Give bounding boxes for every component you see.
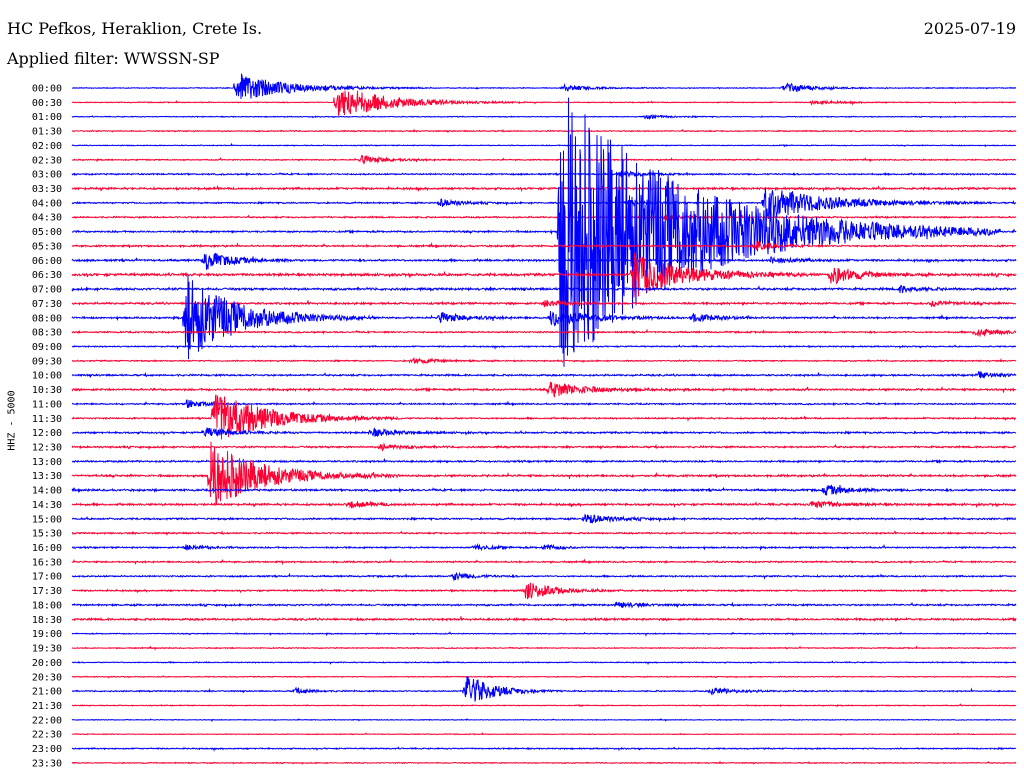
row-time-label: 01:00 [32,112,62,123]
trace-row-12:30 [71,442,1017,452]
row-time-label: 05:30 [32,241,62,252]
trace-row-09:00 [71,344,1017,350]
row-time-label: 13:00 [32,457,62,468]
row-time-label: 06:00 [32,256,62,267]
row-time-label: 14:00 [32,486,62,497]
trace-row-00:30 [71,90,1017,117]
row-time-label: 09:00 [32,342,62,353]
trace-row-23:30 [71,760,1017,765]
trace-row-17:30 [71,582,1017,600]
trace-row-01:00 [71,114,1017,121]
row-time-label: 19:30 [32,644,62,655]
trace-row-06:30 [71,252,1017,298]
trace-row-21:00 [71,676,1017,702]
row-time-label: 01:30 [32,127,62,138]
row-time-label: 06:30 [32,270,62,281]
trace-row-22:30 [71,732,1017,737]
trace-row-19:00 [71,631,1017,637]
trace-row-02:00 [71,142,1017,148]
row-time-label: 21:00 [32,687,62,698]
trace-row-23:00 [71,746,1017,752]
row-time-label: 13:30 [32,471,62,482]
row-time-label: 04:30 [32,213,62,224]
row-time-label: 18:30 [32,615,62,626]
row-time-label: 16:30 [32,557,62,568]
trace-row-04:30 [71,214,1017,222]
trace-row-03:00 [71,170,1017,178]
row-time-label: 11:30 [32,414,62,425]
trace-row-12:00 [71,427,1017,438]
trace-row-14:30 [71,500,1017,509]
trace-row-09:30 [71,357,1017,365]
trace-row-06:00 [71,252,1017,270]
trace-row-13:00 [71,458,1017,464]
row-time-label: 15:30 [32,529,62,540]
trace-row-07:30 [71,299,1017,308]
trace-row-10:30 [71,381,1017,398]
row-time-label: 20:00 [32,658,62,669]
trace-row-07:00 [71,284,1017,294]
row-time-label: 22:30 [32,730,62,741]
row-time-label: 03:00 [32,170,62,181]
row-time-label: 16:00 [32,543,62,554]
record-date: 2025-07-19 [923,19,1016,38]
trace-row-02:30 [71,154,1017,165]
row-time-label: 10:30 [32,385,62,396]
row-time-label: 17:00 [32,572,62,583]
trace-row-08:30 [71,328,1017,338]
row-time-label: 07:00 [32,285,62,296]
row-time-label: 04:00 [32,198,62,209]
trace-row-16:30 [71,558,1017,566]
filter-label: Applied filter: WWSSN-SP [7,49,220,68]
row-time-label: 10:00 [32,371,62,382]
row-time-label: 23:30 [32,758,62,769]
trace-row-15:30 [71,530,1017,536]
trace-row-21:30 [71,703,1017,708]
row-time-label: 21:30 [32,701,62,712]
trace-row-05:30 [71,241,1017,250]
trace-row-17:00 [71,571,1017,582]
trace-row-18:30 [71,616,1017,623]
row-time-label: 00:00 [32,84,62,95]
row-time-label: 00:30 [32,98,62,109]
row-time-label: 22:00 [32,715,62,726]
row-time-label: 12:00 [32,428,62,439]
trace-row-00:00 [71,72,1017,100]
row-time-label: 15:00 [32,514,62,525]
row-time-label: 08:30 [32,328,62,339]
trace-row-10:00 [71,370,1017,379]
trace-row-04:00 [71,187,1017,222]
row-time-label: 17:30 [32,586,62,597]
row-time-label: 23:00 [32,744,62,755]
trace-row-20:30 [71,675,1017,679]
trace-row-03:30 [71,184,1017,193]
row-time-label: 05:00 [32,227,62,238]
row-time-label: 09:30 [32,356,62,367]
row-time-label: 02:00 [32,141,62,152]
trace-row-19:30 [71,645,1017,651]
trace-row-15:00 [71,513,1017,525]
trace-row-13:30 [71,441,1017,506]
trace-row-18:00 [71,601,1017,609]
trace-row-20:00 [71,660,1017,666]
row-time-label: 03:30 [32,184,62,195]
trace-row-22:00 [71,718,1017,723]
trace-row-05:00 [71,97,1017,367]
trace-row-01:30 [71,128,1017,134]
row-time-label: 08:00 [32,313,62,324]
trace-row-16:00 [71,542,1017,552]
row-time-label: 18:00 [32,600,62,611]
row-time-label: 02:30 [32,155,62,166]
station-title: HC Pefkos, Heraklion, Crete Is. [7,19,263,38]
row-time-label: 20:30 [32,672,62,683]
row-time-label: 12:30 [32,443,62,454]
trace-row-08:00 [71,274,1017,360]
row-time-label: 11:00 [32,399,62,410]
row-time-label: 07:30 [32,299,62,310]
row-time-label: 14:30 [32,500,62,511]
trace-row-14:00 [71,484,1017,496]
trace-row-11:00 [72,399,1017,408]
row-time-label: 19:00 [32,629,62,640]
